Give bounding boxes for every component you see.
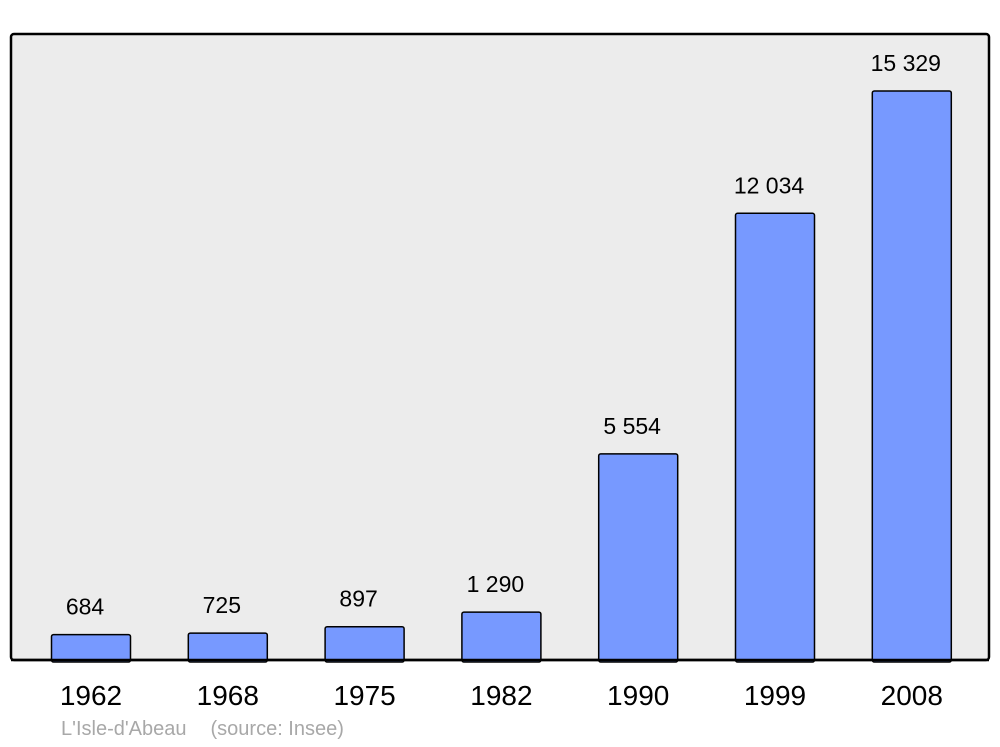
value-label-1962: 684 [66, 594, 105, 620]
source-note: (source: Insee) [210, 718, 344, 740]
bar-1990 [597, 453, 679, 663]
chart-footer: L'Isle-d'Abeau (source: Insee) [61, 718, 344, 741]
bar-1999 [734, 212, 816, 663]
plot-area [9, 32, 991, 662]
bar-1962 [50, 633, 132, 663]
x-tick-label-1975: 1975 [333, 680, 395, 711]
x-tick-label-1982: 1982 [470, 680, 532, 711]
value-label-1999: 12 034 [734, 172, 805, 198]
value-label-1982: 1 290 [467, 571, 525, 597]
x-tick-label-1968: 1968 [197, 680, 259, 711]
bar-1975 [324, 625, 405, 663]
bar-1968 [187, 632, 269, 663]
value-label-2008: 15 329 [871, 50, 941, 76]
x-tick-label-1990: 1990 [607, 680, 669, 711]
x-tick-label-1999: 1999 [744, 680, 806, 711]
place-name: L'Isle-d'Abeau [61, 718, 187, 740]
bar-2008 [871, 90, 953, 663]
bar-1982 [461, 611, 542, 663]
value-label-1975: 897 [339, 586, 377, 612]
x-tick-label-1962: 1962 [60, 680, 122, 711]
value-label-1968: 725 [203, 592, 241, 618]
value-label-1990: 5 554 [603, 413, 661, 439]
x-tick-label-2008: 2008 [881, 680, 943, 711]
